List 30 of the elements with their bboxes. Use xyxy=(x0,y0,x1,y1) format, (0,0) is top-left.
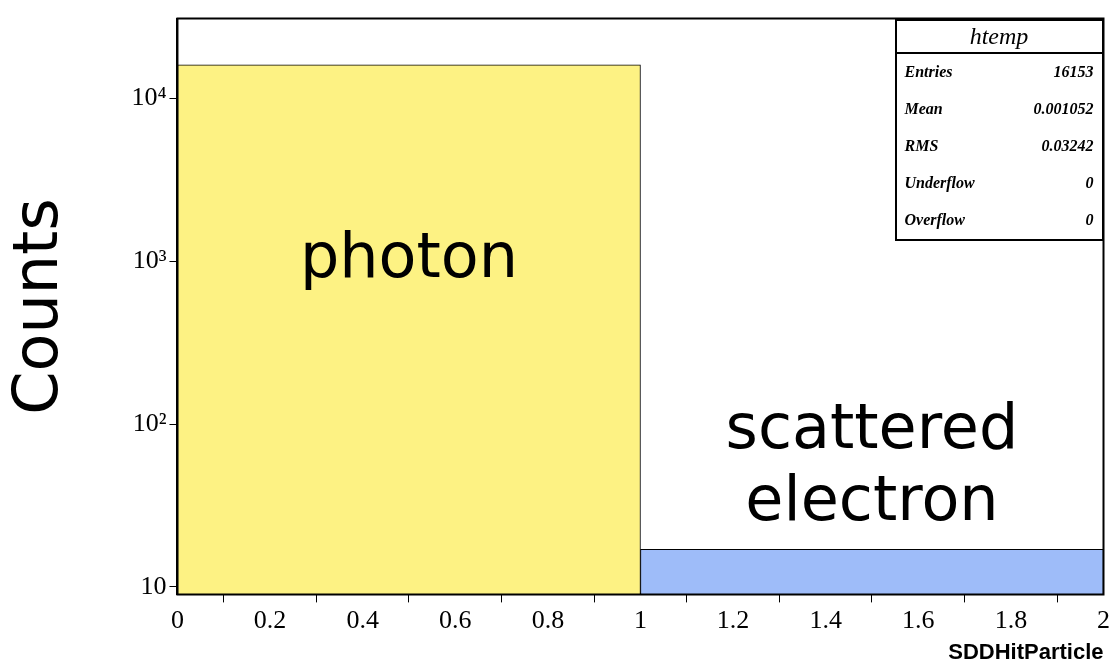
x-tick-label: 1.8 xyxy=(994,604,1028,634)
y-tick-label: 10⁴ xyxy=(131,82,167,112)
annotation: photon xyxy=(299,218,519,292)
annotation: 16153 xyxy=(1053,63,1094,82)
annotation: scattered electron xyxy=(725,389,1019,535)
x-tick-label: 2 xyxy=(1097,604,1110,634)
annotation: Underflow xyxy=(904,174,975,193)
annotation: Entries xyxy=(904,63,953,82)
x-tick-label: 1.6 xyxy=(902,604,935,634)
annotation: htemp xyxy=(896,20,1102,54)
x-tick-label: 0 xyxy=(170,604,184,634)
annotation: Overflow xyxy=(904,211,965,230)
x-tick-label: 0.6 xyxy=(439,604,472,634)
x-tick-label: 0.2 xyxy=(253,604,287,634)
x-tick-label: 1 xyxy=(633,604,647,634)
x-axis-title: SDDHitParticle xyxy=(948,638,1104,664)
annotation: 0 xyxy=(1085,174,1094,193)
x-tick-label: 0.8 xyxy=(531,604,565,634)
y-tick-label: 10 xyxy=(140,570,167,600)
x-tick-label: 1.2 xyxy=(716,604,750,634)
y-tick-label: 10³ xyxy=(132,245,167,275)
y-axis-title: Counts xyxy=(0,198,73,415)
annotation: Mean xyxy=(904,100,943,119)
x-tick-label: 0.4 xyxy=(346,604,379,634)
annotation: 0 xyxy=(1085,211,1094,230)
x-tick-label: 1.4 xyxy=(809,604,842,634)
annotation: 0.03242 xyxy=(1041,137,1094,156)
annotation: 0.001052 xyxy=(1033,100,1094,119)
annotation: RMS xyxy=(904,137,939,156)
y-tick-label: 10² xyxy=(132,407,167,437)
